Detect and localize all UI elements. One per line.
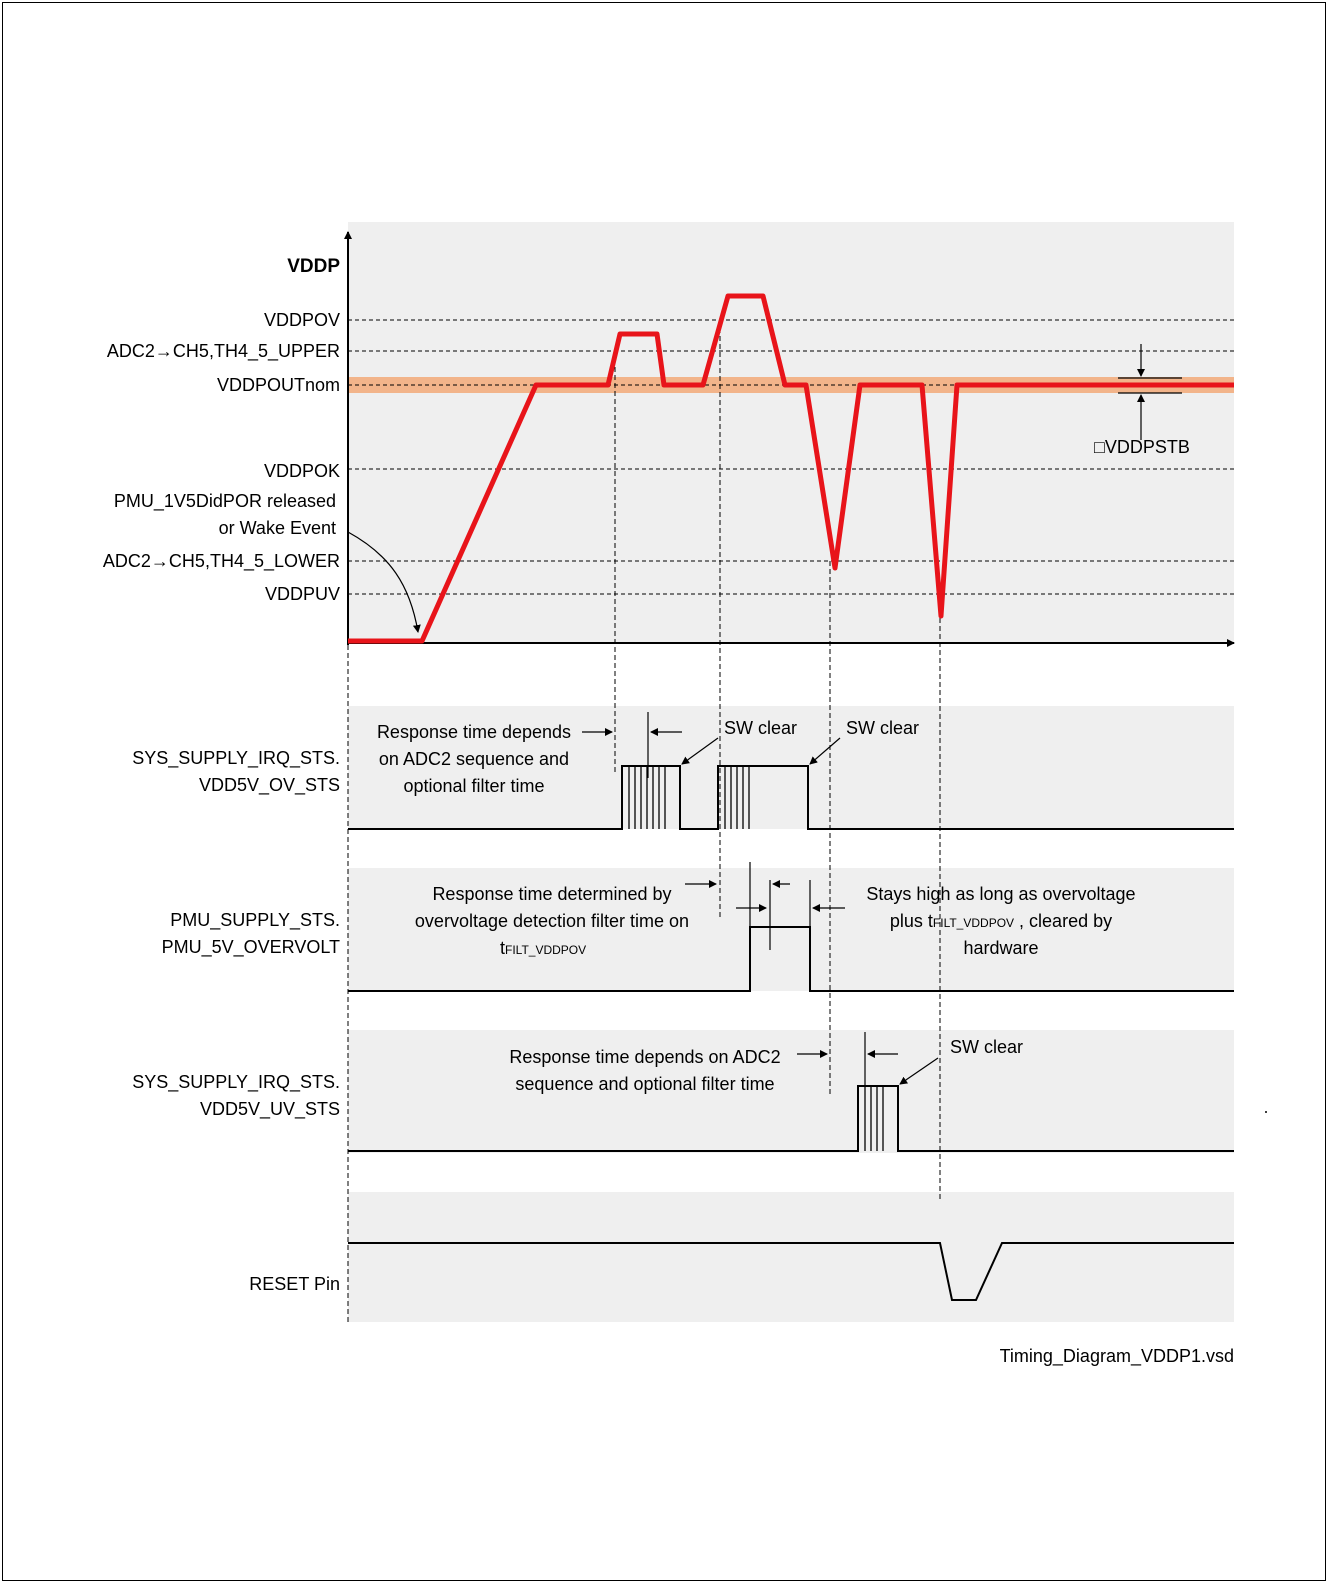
label-por-2: or Wake Event <box>219 518 336 538</box>
label-upper: ADC2→CH5,TH4_5_UPPER <box>107 341 340 362</box>
por-arrow <box>347 531 421 633</box>
note-resp2-1: Response time determined by <box>432 884 671 904</box>
stray-dot <box>1265 1111 1267 1113</box>
note-resp2-3: tFILT_VDDPOV <box>500 938 586 958</box>
note-sw-clear-2: SW clear <box>846 718 919 738</box>
signal-uv-sts-2: VDD5V_UV_STS <box>200 1099 340 1120</box>
signal-overvolt-2: PMU_5V_OVERVOLT <box>162 937 340 958</box>
note-resp2-2: overvoltage detection filter time on <box>415 911 689 931</box>
note-resp3-2: sequence and optional filter time <box>515 1074 774 1094</box>
signal-ov-sts-2: VDD5V_OV_STS <box>199 775 340 796</box>
uv-sts-panel <box>348 1030 1234 1153</box>
vddp-panel <box>348 222 1234 642</box>
note-sw-clear-3: SW clear <box>950 1037 1023 1057</box>
overvolt-panel <box>348 868 1234 991</box>
note-resp3-1: Response time depends on ADC2 <box>509 1047 780 1067</box>
signal-uv-sts-1: SYS_SUPPLY_IRQ_STS. <box>132 1072 340 1093</box>
signal-reset: RESET Pin <box>249 1274 340 1294</box>
label-por-1: PMU_1V5DidPOR released <box>114 491 336 512</box>
overvolt-waveform <box>348 926 1234 992</box>
reset-panel <box>348 1192 1234 1322</box>
label-vddpok: VDDPOK <box>264 461 340 481</box>
label-nom: VDDPOUTnom <box>217 375 340 395</box>
ov-sts-waveform <box>348 765 1234 830</box>
label-vddpuv: VDDPUV <box>265 584 340 604</box>
signal-overvolt-1: PMU_SUPPLY_STS. <box>170 910 340 931</box>
note-resp1-3: optional filter time <box>403 776 544 796</box>
note-stays-3: hardware <box>963 938 1038 958</box>
signal-ov-sts-1: SYS_SUPPLY_IRQ_STS. <box>132 748 340 769</box>
reset-waveform <box>348 1242 1234 1301</box>
file-name: Timing_Diagram_VDDP1.vsd <box>1000 1346 1234 1367</box>
note-sw-clear-1: SW clear <box>724 718 797 738</box>
ov-sts-annotations <box>582 712 841 778</box>
axis-title: VDDP <box>287 256 340 277</box>
overvolt-annotations <box>685 862 845 950</box>
note-stays-2: plus tFILT_VDDPOV , cleared by <box>890 911 1112 931</box>
label-vddpov: VDDPOV <box>264 310 340 330</box>
label-vddpstb: □VDDPSTB <box>1094 437 1190 457</box>
vddpstb-marker <box>1118 344 1182 440</box>
uv-sts-waveform <box>348 1085 1234 1152</box>
label-lower: ADC2→CH5,TH4_5_LOWER <box>103 551 340 572</box>
threshold-lines <box>348 319 1234 595</box>
note-resp1-2: on ADC2 sequence and <box>379 749 569 769</box>
ov-sts-panel <box>348 706 1234 829</box>
vddp-waveform <box>348 293 1234 644</box>
note-stays-1: Stays high as long as overvoltage <box>866 884 1135 904</box>
note-resp1-1: Response time depends <box>377 722 571 742</box>
uv-sts-annotations <box>797 1032 939 1086</box>
